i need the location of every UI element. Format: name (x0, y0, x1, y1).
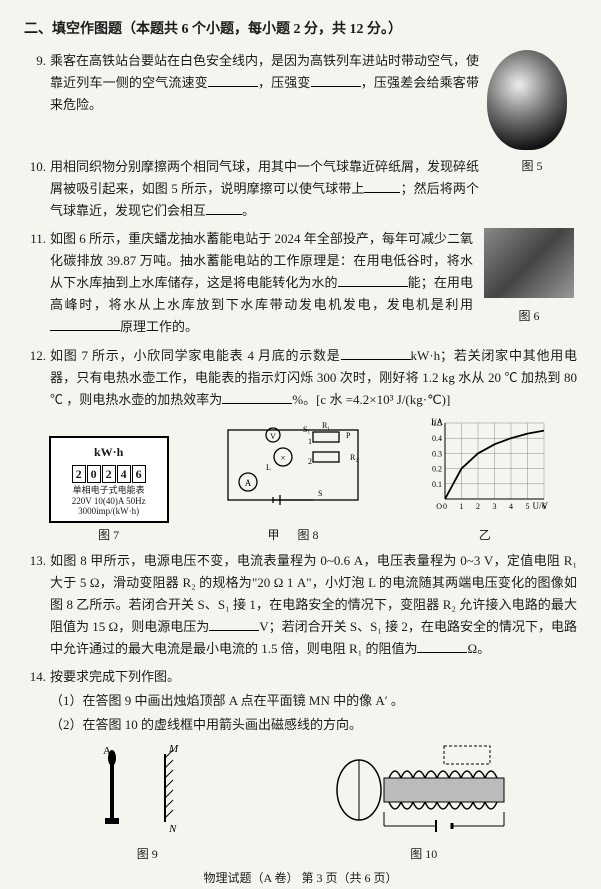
svg-text:L: L (266, 463, 271, 472)
fig5-label-cell: 图 5 (487, 156, 577, 222)
svg-text:S: S (318, 489, 322, 498)
question-12: 12. 如图 7 所示，小欣同学家电能表 4 月底的示数是kW·h；若关闭家中其… (24, 345, 577, 411)
q11-text: 如图 6 所示，重庆蟠龙抽水蓄能电站于 2024 年全部投产，每年可减少二氧化碳… (50, 228, 473, 338)
fig8-circuit-cell: A × R₁ R₂ V S₁ P L 1 2 S 甲 图 8 (218, 422, 368, 546)
label-N: N (168, 823, 177, 835)
balloon-image (487, 50, 567, 150)
svg-text:A: A (245, 478, 252, 488)
blank (206, 202, 242, 215)
q10-c: 。 (242, 203, 255, 218)
blank (209, 618, 259, 631)
blank (417, 640, 467, 653)
bottom-fig-row: A M N 图 9 (24, 740, 577, 864)
svg-text:0.1: 0.1 (432, 480, 442, 489)
svg-text:1: 1 (460, 502, 464, 511)
question-10: 10. 用相同织物分别摩擦两个相同气球，用其中一个气球靠近碎纸屑，发现碎纸屑被吸… (24, 156, 577, 222)
blank (208, 74, 258, 87)
qnum: 10. (24, 156, 50, 222)
blank (50, 318, 120, 331)
fig9-cell: A M N 图 9 (77, 740, 217, 864)
fig5-container (487, 50, 577, 150)
figJ: 甲 (267, 528, 279, 542)
fig10-label: 图 10 (324, 844, 524, 864)
blank (338, 274, 408, 287)
meter-line2: 220V 10(40)A 50Hz (55, 496, 163, 507)
iv-chart: 01234560.10.20.30.40.5OI/AU/V (417, 417, 552, 517)
qnum: 14. (24, 666, 50, 688)
fig6-container: 图 6 (481, 228, 577, 338)
svg-text:P: P (346, 431, 351, 440)
q9-b: ，压强变 (258, 75, 311, 90)
q14-sub1: （1）在答图 9 中画出烛焰顶部 A 点在平面镜 MN 中的像 A′ 。 (50, 690, 577, 712)
svg-text:4: 4 (509, 502, 513, 511)
energy-meter: kW·h 2 0 2 4 6 单相电子式电能表 220V 10(40)A 50H… (49, 436, 169, 523)
svg-text:0.2: 0.2 (432, 464, 442, 473)
q10-text: 用相同织物分别摩擦两个相同气球，用其中一个气球靠近碎纸屑，发现碎纸屑被吸引起来，… (50, 156, 479, 222)
digit: 6 (132, 465, 146, 483)
fig10-cell: 图 10 (324, 740, 524, 864)
blank (222, 391, 292, 404)
svg-text:S₁: S₁ (303, 425, 310, 434)
digit: 2 (102, 465, 116, 483)
qnum: 13. (24, 550, 50, 660)
digit: 2 (72, 465, 86, 483)
blank (311, 74, 361, 87)
solenoid-diagram (324, 740, 524, 835)
figY-label: 乙 (417, 525, 552, 545)
meter-unit: kW·h (55, 442, 163, 462)
q12-text: 如图 7 所示，小欣同学家电能表 4 月底的示数是kW·h；若关闭家中其他用电器… (50, 345, 577, 411)
svg-text:V: V (270, 432, 276, 441)
meter-digits: 2 0 2 4 6 (55, 465, 163, 483)
svg-text:×: × (280, 453, 285, 463)
svg-text:U/V: U/V (533, 501, 549, 511)
mirror-diagram: A M N (77, 740, 217, 835)
qnum: 12. (24, 345, 50, 411)
svg-text:0.3: 0.3 (432, 449, 442, 458)
q12-c: %。[c 水 =4.2×10³ J/(kg·℃)] (292, 392, 450, 407)
svg-text:O: O (437, 502, 443, 511)
fig7-label: 图 7 (49, 525, 169, 545)
fig8-label: 图 8 (297, 528, 318, 542)
q9-text: 乘客在高铁站台要站在白色安全线内，是因为高铁列车进站时带动空气，使靠近列车一侧的… (50, 50, 479, 150)
fig5-label: 图 5 (487, 156, 577, 176)
q13-text: 如图 8 甲所示，电源电压不变，电流表量程为 0~0.6 A，电压表量程为 0~… (50, 550, 577, 660)
svg-text:3: 3 (493, 502, 497, 511)
fig-row-12: kW·h 2 0 2 4 6 单相电子式电能表 220V 10(40)A 50H… (24, 417, 577, 546)
page-footer: 物理试题（A 卷） 第 3 页（共 6 页） (24, 868, 577, 888)
qnum: 9. (24, 50, 50, 150)
q14-sub2: （2）在答图 10 的虚线框中用箭头画出磁感线的方向。 (50, 714, 577, 736)
question-9: 9. 乘客在高铁站台要站在白色安全线内，是因为高铁列车进站时带动空气，使靠近列车… (24, 50, 577, 150)
fig9-label: 图 9 (77, 844, 217, 864)
dam-image (484, 228, 574, 298)
qnum: 11. (24, 228, 50, 338)
q13-c: Ω。 (467, 641, 490, 656)
q12-a: 如图 7 所示，小欣同学家电能表 4 月底的示数是 (50, 348, 341, 363)
digit: 4 (117, 465, 131, 483)
q14-text: 按要求完成下列作图。 (50, 666, 577, 688)
section-heading: 二、填空作图题（本题共 6 个小题，每小题 2 分，共 12 分。） (24, 18, 577, 42)
svg-text:0: 0 (443, 502, 447, 511)
q11-c: 原理工作的。 (120, 319, 198, 334)
fig6-label: 图 6 (481, 306, 577, 326)
svg-text:0.4: 0.4 (432, 434, 442, 443)
svg-text:1: 1 (308, 437, 312, 446)
meter-line1: 单相电子式电能表 (55, 485, 163, 496)
svg-text:2: 2 (476, 502, 480, 511)
circuit-diagram: A × R₁ R₂ V S₁ P L 1 2 S (218, 422, 368, 517)
question-14: 14. 按要求完成下列作图。 (24, 666, 577, 688)
svg-text:R₂: R₂ (350, 453, 358, 462)
blank (341, 347, 411, 360)
fig8-graph-cell: 01234560.10.20.30.40.5OI/AU/V 乙 (417, 417, 552, 546)
svg-text:R₁: R₁ (322, 422, 330, 430)
blank (364, 180, 400, 193)
fig7-cell: kW·h 2 0 2 4 6 单相电子式电能表 220V 10(40)A 50H… (49, 436, 169, 545)
svg-text:5: 5 (526, 502, 530, 511)
svg-text:I/A: I/A (431, 417, 443, 427)
question-11: 11. 如图 6 所示，重庆蟠龙抽水蓄能电站于 2024 年全部投产，每年可减少… (24, 228, 577, 338)
meter-line3: 3000imp/(kW·h) (55, 506, 163, 517)
digit: 0 (87, 465, 101, 483)
svg-text:2: 2 (308, 457, 312, 466)
question-13: 13. 如图 8 甲所示，电源电压不变，电流表量程为 0~0.6 A，电压表量程… (24, 550, 577, 660)
